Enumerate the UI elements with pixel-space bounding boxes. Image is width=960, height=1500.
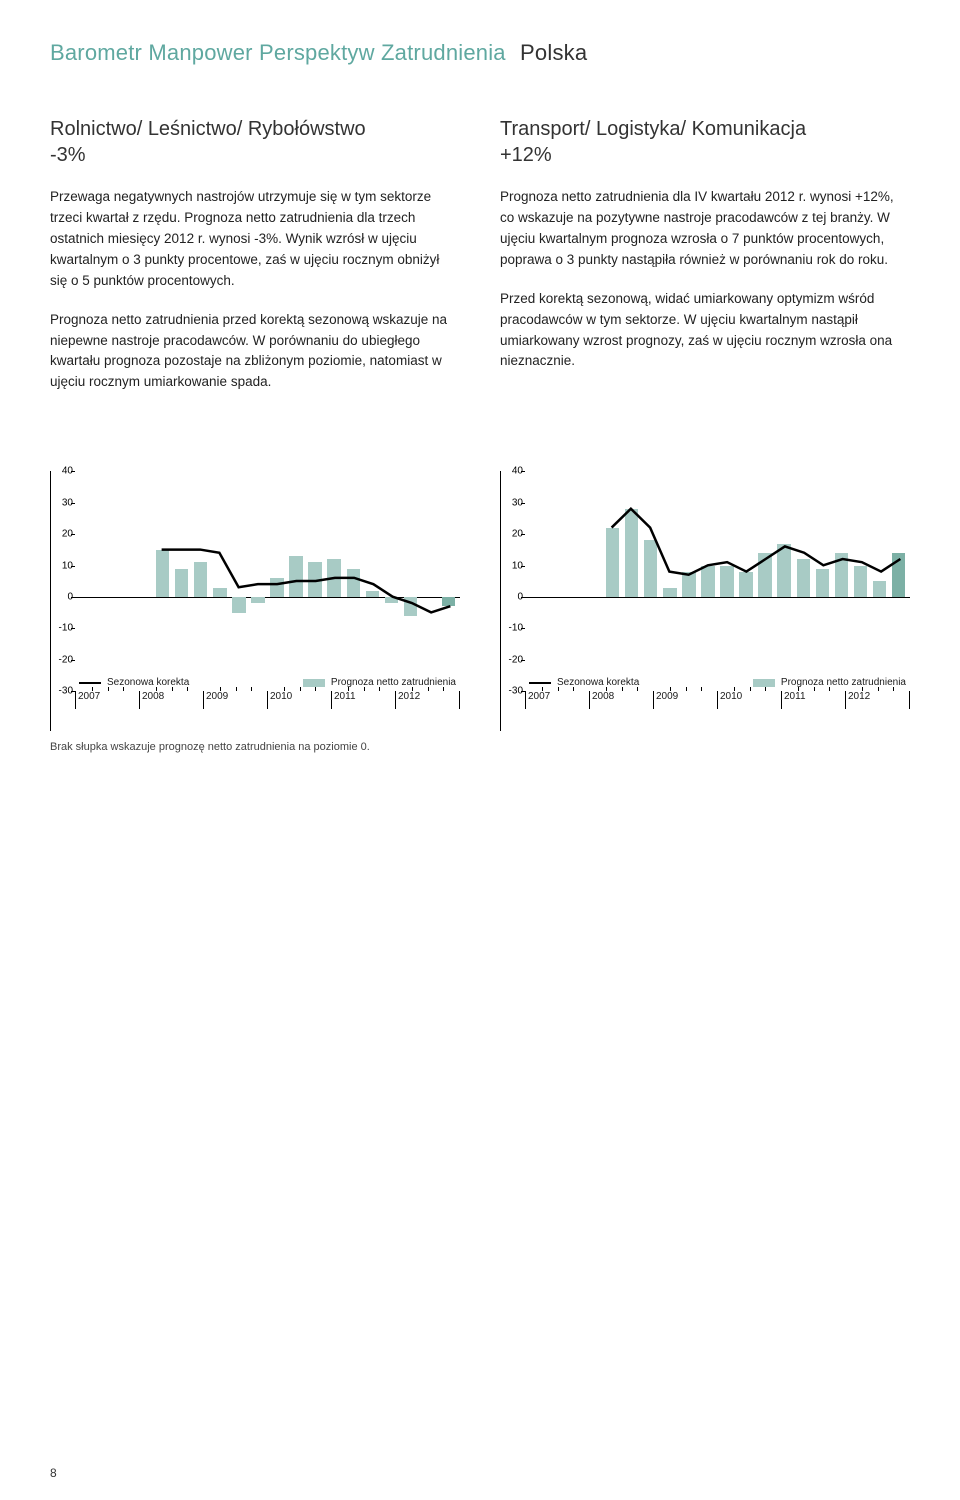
x-axis-year: 2007 xyxy=(75,691,139,709)
y-axis-label: 10 xyxy=(501,560,523,571)
y-axis-label: 40 xyxy=(51,466,73,477)
x-axis-year: 2009 xyxy=(653,691,717,709)
x-axis-year: 2009 xyxy=(203,691,267,709)
x-axis: 200720082009201020112012 xyxy=(525,691,910,709)
legend-line-swatch xyxy=(529,682,551,684)
x-axis-year: 2012 xyxy=(845,691,909,709)
x-axis-year: 2011 xyxy=(331,691,395,709)
charts-row: -30-20-10010203040Sezonowa korektaProgno… xyxy=(50,471,910,731)
x-axis-year: 2010 xyxy=(717,691,781,709)
left-column: Rolnictwo/ Leśnictwo/ Rybołówstwo -3% Pr… xyxy=(50,116,460,411)
x-axis-year: 2011 xyxy=(781,691,845,709)
y-axis-label: 20 xyxy=(51,529,73,540)
legend-line-label: Sezonowa korekta xyxy=(107,677,189,688)
chart-legend: Sezonowa korekta Prognoza netto zatrudnie… xyxy=(75,677,460,691)
right-chart: -30-20-10010203040Sezonowa korektaProgno… xyxy=(500,471,910,731)
chart-footnote: Brak słupka wskazuje prognozę netto zatr… xyxy=(50,741,910,753)
legend-bar-swatch xyxy=(753,679,775,687)
chart-line xyxy=(162,550,451,613)
page-header: Barometr Manpower Perspektyw Zatrudnieni… xyxy=(50,40,910,66)
right-section-percent: +12% xyxy=(500,144,910,167)
y-axis-label: 10 xyxy=(51,560,73,571)
y-axis-label: 20 xyxy=(501,529,523,540)
x-axis-year: 2010 xyxy=(267,691,331,709)
right-paragraph-2: Przed korektą sezonową, widać umiarkowan… xyxy=(500,289,910,373)
y-axis-label: -30 xyxy=(501,686,523,697)
chart-line xyxy=(612,509,901,575)
header-title: Barometr Manpower Perspektyw Zatrudnieni… xyxy=(50,40,506,65)
y-axis-label: -20 xyxy=(501,654,523,665)
y-axis-label: -30 xyxy=(51,686,73,697)
legend-line-swatch xyxy=(79,682,101,684)
x-axis: 200720082009201020112012 xyxy=(75,691,460,709)
legend-line-label: Sezonowa korekta xyxy=(557,677,639,688)
y-axis-label: -10 xyxy=(501,623,523,634)
y-axis-label: 0 xyxy=(51,592,73,603)
x-axis-year: 2012 xyxy=(395,691,459,709)
y-axis-label: 40 xyxy=(501,466,523,477)
left-paragraph-1: Przewaga negatywnych nastrojów utrzymuje… xyxy=(50,187,460,292)
legend-line-item: Sezonowa korekta xyxy=(529,677,639,688)
y-axis-label: 30 xyxy=(51,497,73,508)
left-chart: -30-20-10010203040Sezonowa korektaProgno… xyxy=(50,471,460,731)
x-axis-year: 2007 xyxy=(525,691,589,709)
header-country: Polska xyxy=(520,40,587,65)
left-section-percent: -3% xyxy=(50,144,460,167)
right-section-title: Transport/ Logistyka/ Komunikacja xyxy=(500,116,910,142)
left-paragraph-2: Prognoza netto zatrudnienia przed korekt… xyxy=(50,310,460,394)
legend-bar-label: Prognoza netto zatrudnienia xyxy=(331,677,456,688)
y-axis-label: -20 xyxy=(51,654,73,665)
x-axis-year: 2008 xyxy=(589,691,653,709)
y-axis-label: 30 xyxy=(501,497,523,508)
chart-legend: Sezonowa korekta Prognoza netto zatrudnie… xyxy=(525,677,910,691)
left-section-title: Rolnictwo/ Leśnictwo/ Rybołówstwo xyxy=(50,116,460,142)
page-number: 8 xyxy=(50,1466,57,1480)
right-column: Transport/ Logistyka/ Komunikacja +12% P… xyxy=(500,116,910,411)
right-paragraph-1: Prognoza netto zatrudnienia dla IV kwart… xyxy=(500,187,910,271)
legend-bar-label: Prognoza netto zatrudnienia xyxy=(781,677,906,688)
legend-bar-swatch xyxy=(303,679,325,687)
legend-line-item: Sezonowa korekta xyxy=(79,677,189,688)
y-axis-label: -10 xyxy=(51,623,73,634)
x-axis-year: 2008 xyxy=(139,691,203,709)
y-axis-label: 0 xyxy=(501,592,523,603)
text-columns: Rolnictwo/ Leśnictwo/ Rybołówstwo -3% Pr… xyxy=(50,116,910,411)
